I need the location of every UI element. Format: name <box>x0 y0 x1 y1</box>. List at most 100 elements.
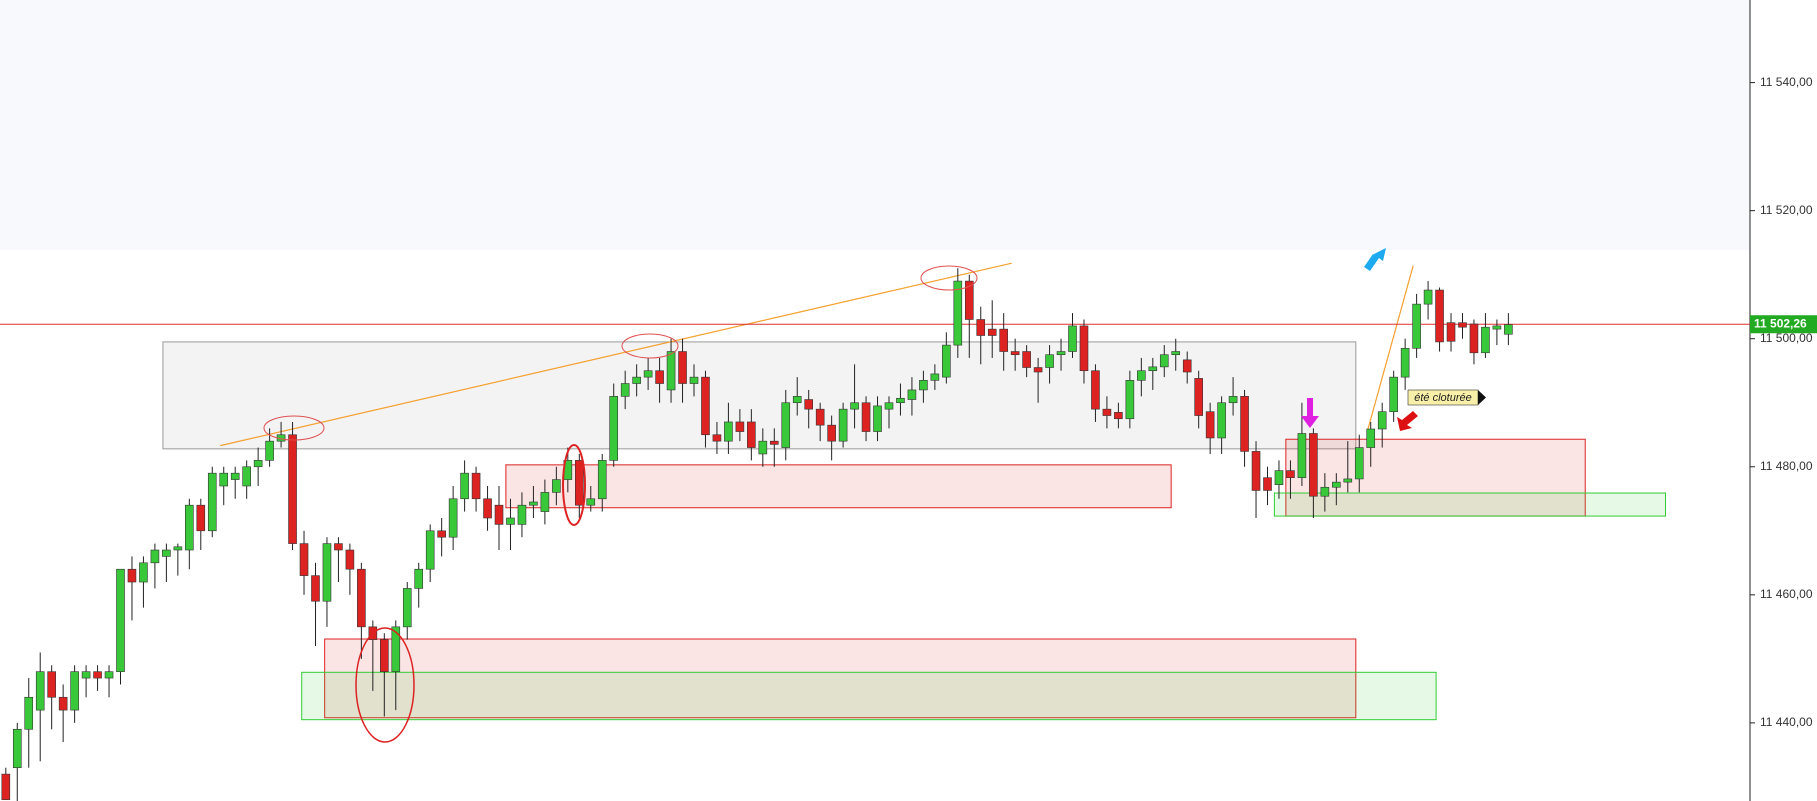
candle-body <box>666 351 676 391</box>
candle-body <box>1045 354 1054 368</box>
candle-body <box>311 575 320 602</box>
candle-body <box>437 530 446 538</box>
annotation-text: été cloturée <box>1414 392 1471 404</box>
highlight-ellipse <box>920 265 978 291</box>
candle-body <box>425 530 435 570</box>
candle-body <box>1481 326 1490 354</box>
candle-body <box>494 504 504 525</box>
candle-body <box>827 424 836 442</box>
candle-body <box>1320 486 1330 497</box>
trendline <box>220 262 1012 447</box>
arrow-up <box>1364 248 1386 271</box>
candle-body <box>907 389 917 400</box>
candle-body <box>609 396 619 461</box>
y-tick-label: 11 540,00 <box>1760 75 1813 89</box>
arrow-down <box>1301 398 1319 428</box>
candle-body <box>781 402 791 448</box>
candle-body <box>460 472 469 500</box>
candle-body <box>322 543 332 602</box>
candle-body <box>483 498 492 519</box>
candle-body <box>620 383 630 397</box>
candle-body <box>701 376 710 436</box>
candle-body <box>1194 378 1203 416</box>
candle-body <box>58 696 68 711</box>
candle-body <box>414 568 424 589</box>
candle-body <box>552 479 561 493</box>
candle-body <box>540 492 550 512</box>
candle-body <box>942 344 951 378</box>
candle-body <box>1251 451 1261 491</box>
candle-body <box>70 671 79 711</box>
candle-body <box>1205 411 1215 439</box>
candle-body <box>529 501 538 506</box>
candle-body <box>838 408 848 442</box>
candle-body <box>35 671 45 711</box>
candle-body <box>299 543 309 576</box>
candle-body <box>1079 325 1089 372</box>
candle-body <box>506 517 515 525</box>
candle-body <box>1148 366 1158 372</box>
background <box>0 0 1750 250</box>
candle-body <box>1 773 11 801</box>
candle-body <box>815 408 825 426</box>
candle-body <box>1286 470 1295 478</box>
candle-body <box>1469 323 1479 354</box>
candle-body <box>1458 322 1467 328</box>
y-tick-label: 11 440,00 <box>1760 715 1813 729</box>
candle-body <box>964 280 974 320</box>
zone <box>301 671 1437 721</box>
candle-body <box>597 460 607 500</box>
candle-body <box>1240 396 1249 452</box>
highlight-ellipse <box>355 627 415 743</box>
candle-body <box>517 504 527 525</box>
trendline <box>1366 265 1414 432</box>
candle-body <box>1033 367 1043 373</box>
candle-body <box>643 370 653 378</box>
candle-body <box>357 568 366 628</box>
candle-body <box>1068 325 1077 352</box>
candle-body <box>471 472 481 500</box>
y-tick-label: 11 460,00 <box>1760 587 1813 601</box>
candle-body <box>345 549 355 570</box>
candle-body <box>1022 351 1031 368</box>
candle-body <box>953 280 963 346</box>
candle-body <box>127 568 137 583</box>
candle-body <box>1400 348 1410 378</box>
highlight-ellipse <box>263 415 325 441</box>
candle-body <box>196 504 206 532</box>
candle-body <box>1389 376 1398 413</box>
y-tick-label: 11 520,00 <box>1760 203 1813 217</box>
candle-body <box>139 562 148 583</box>
candle-body <box>1159 354 1169 368</box>
zone <box>1273 492 1667 517</box>
candle-body <box>230 472 240 480</box>
candle-body <box>173 546 183 551</box>
candle-body <box>24 696 34 730</box>
candle-body <box>1309 433 1318 497</box>
candle-body <box>976 319 986 336</box>
candle-body <box>288 434 297 544</box>
candle-body <box>769 440 779 445</box>
candle-body <box>207 472 217 532</box>
candle-body <box>632 376 641 384</box>
candle-body <box>1492 325 1502 330</box>
candle-body <box>873 405 882 432</box>
candle-body <box>1423 289 1433 305</box>
candle-body <box>735 421 745 432</box>
candle-body <box>253 460 263 468</box>
candle-body <box>1228 396 1238 404</box>
y-tick-label: 11 500,00 <box>1760 331 1813 345</box>
candle-body <box>402 588 412 628</box>
candle-body <box>1091 370 1100 410</box>
y-tick-label: 11 480,00 <box>1760 459 1813 473</box>
candle-body <box>804 399 814 410</box>
candle-body <box>380 639 389 672</box>
candle-body <box>1217 402 1226 439</box>
candle-body <box>712 434 722 442</box>
candle-body <box>1412 303 1421 349</box>
candle-body <box>1435 289 1444 343</box>
candle-body <box>81 671 91 679</box>
candle-body <box>1102 408 1112 416</box>
candle-body <box>334 543 343 551</box>
